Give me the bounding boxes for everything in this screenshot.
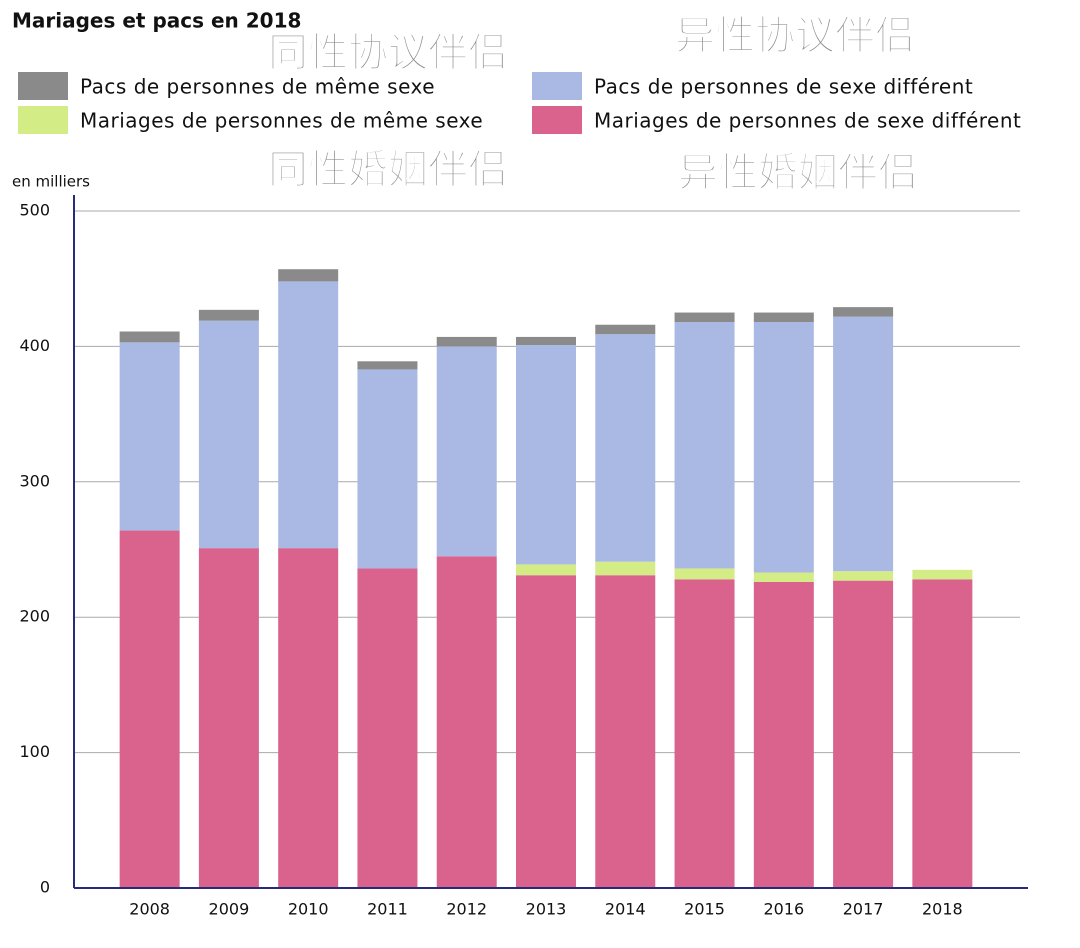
legend-swatch <box>18 106 68 134</box>
legend-label: Pacs de personnes de sexe différent <box>594 75 973 99</box>
bar-segment <box>278 281 339 549</box>
bar-segment <box>119 530 180 888</box>
bar-segment <box>753 322 814 573</box>
annotation: 异性婚姻伴侣 <box>678 150 918 196</box>
x-tick-label: 2009 <box>209 900 250 919</box>
bar-segment <box>516 564 576 576</box>
bar-segment <box>278 269 339 282</box>
x-tick-label: 2015 <box>684 900 725 919</box>
y-tick-label: 100 <box>19 742 50 761</box>
bar-segment <box>833 316 894 572</box>
bar-segment <box>198 548 259 888</box>
bar-segment <box>516 575 576 888</box>
x-tick-label: 2012 <box>446 900 487 919</box>
x-tick-label: 2013 <box>526 900 567 919</box>
bar-segment <box>674 579 735 888</box>
bar-segment <box>357 369 418 569</box>
bar-segment <box>357 361 418 370</box>
y-tick-label: 0 <box>40 878 50 897</box>
y-tick-label: 200 <box>19 607 50 626</box>
bar-segment <box>278 548 339 888</box>
x-tick-label: 2018 <box>922 900 963 919</box>
x-tick-label: 2016 <box>763 900 804 919</box>
bar-segment <box>198 309 259 321</box>
bar-segment <box>198 320 259 549</box>
bar-segment <box>833 571 894 581</box>
bar-segment <box>674 312 735 323</box>
bar-segment <box>119 331 180 343</box>
bar-segment <box>436 556 497 888</box>
annotation: 同性婚姻伴侣 <box>268 147 508 193</box>
annotation: 异性协议伴侣 <box>675 13 915 59</box>
y-axis-label: en milliers <box>12 173 90 191</box>
bar-segment <box>516 345 576 565</box>
annotation: 同性协议伴侣 <box>268 30 508 76</box>
bar-segment <box>753 572 814 582</box>
x-tick-label: 2008 <box>129 900 170 919</box>
x-tick-label: 2017 <box>843 900 884 919</box>
chart-title: Mariages et pacs en 2018 <box>12 9 301 33</box>
y-tick-label: 400 <box>19 336 50 355</box>
x-tick-label: 2010 <box>288 900 329 919</box>
bar-segment <box>595 324 656 335</box>
legend-swatch <box>532 72 582 100</box>
bar-segment <box>753 581 814 888</box>
y-tick-label: 300 <box>19 471 50 490</box>
bar-segment <box>674 568 735 580</box>
bar-segment <box>595 575 656 888</box>
bar-segment <box>595 561 656 576</box>
legend-label: Pacs de personnes de même sexe <box>80 75 435 99</box>
bar-segment <box>912 579 973 888</box>
bar-segment <box>833 580 894 888</box>
legend-label: Mariages de personnes de sexe différent <box>594 109 1021 133</box>
bar-segment <box>119 342 180 531</box>
legend-swatch <box>532 106 582 134</box>
bar-segment <box>436 346 497 557</box>
x-tick-label: 2014 <box>605 900 646 919</box>
bar-segment <box>436 336 497 347</box>
bar-segment <box>912 569 973 580</box>
bar-segment <box>833 307 894 317</box>
bar-segment <box>595 334 656 562</box>
legend-swatch <box>18 72 68 100</box>
y-tick-label: 500 <box>19 201 50 220</box>
legend-label: Mariages de personnes de même sexe <box>80 109 483 133</box>
bar-segment <box>674 322 735 569</box>
bar-segment <box>753 312 814 323</box>
x-tick-label: 2011 <box>367 900 408 919</box>
bar-segment <box>357 568 418 888</box>
bar-segment <box>516 336 576 346</box>
